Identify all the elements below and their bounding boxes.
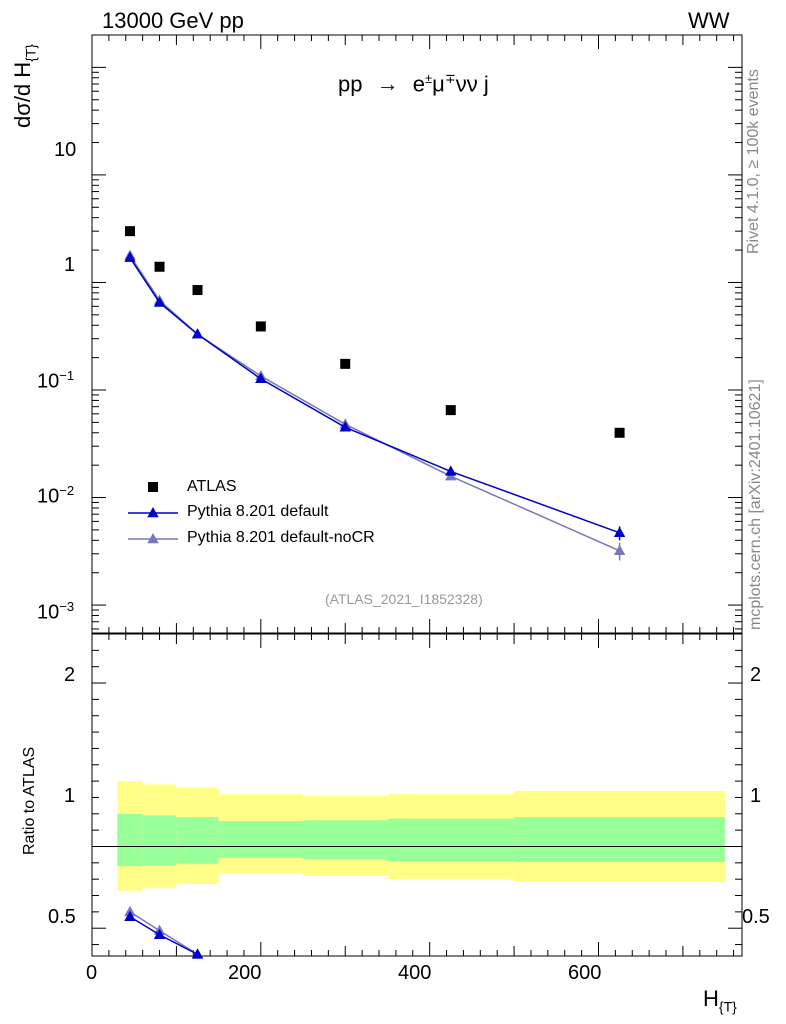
analysis-id: (ATLAS_2021_I1852328) xyxy=(325,591,483,607)
ratio-inner-band xyxy=(176,817,219,864)
ratio-ytick-label-right: 1 xyxy=(750,785,762,807)
process-electron-charge: ± xyxy=(424,71,433,86)
ratio-inner-band xyxy=(117,813,143,867)
legend-marker-default xyxy=(147,507,159,518)
x-axis-title-sub: {T} xyxy=(718,998,737,1015)
x-ticks xyxy=(91,35,735,956)
process-electron: e xyxy=(412,71,425,97)
legend-entry-default: Pythia 8.201 default xyxy=(187,503,329,520)
ratio-inner-band xyxy=(303,820,388,860)
process-label: pp → e±μ∓νν j xyxy=(338,72,489,95)
main-y-axis-title: dσ/d H{T} xyxy=(10,43,39,128)
main-ytick-label: 10−2 xyxy=(37,483,75,508)
ratio-ytick-label-right: 2 xyxy=(750,664,762,686)
main-series xyxy=(124,226,626,561)
main-point-default xyxy=(339,421,351,432)
legend-marker-nocr xyxy=(147,533,159,544)
ratio-inner-band xyxy=(514,817,726,863)
main-ytick-label: 1 xyxy=(64,254,76,276)
process-prefix: pp xyxy=(338,71,363,97)
ratio-point-default xyxy=(191,948,204,959)
mcplots-label: mcplots.cern.ch [arXiv:2401.10621] xyxy=(747,379,764,630)
ratio-ytick-label-left: 2 xyxy=(64,664,76,686)
main-point-atlas xyxy=(614,427,625,438)
main-ytick-label: 10 xyxy=(54,139,77,161)
main-y-ticks xyxy=(92,34,742,630)
legend-entry-nocr: Pythia 8.201 default-noCR xyxy=(187,529,375,546)
main-point-default xyxy=(191,328,204,339)
main-point-atlas xyxy=(154,261,165,272)
process-rest: νν j xyxy=(455,71,489,97)
ratio-ytick-label-right: 0.5 xyxy=(742,906,770,928)
main-panel-frame xyxy=(91,34,743,634)
ratio-ytick-label-left: 0.5 xyxy=(48,906,76,928)
ratio-line-default xyxy=(129,916,198,956)
main-point-default xyxy=(124,251,136,262)
legend-marker-atlas xyxy=(148,482,158,492)
main-point-nocr xyxy=(613,544,626,555)
legend-entry-atlas: ATLAS xyxy=(187,478,237,495)
x-axis-title-main: H xyxy=(703,986,719,1011)
main-point-atlas xyxy=(255,321,266,332)
xtick-label: 400 xyxy=(398,962,432,984)
main-point-atlas xyxy=(340,358,351,369)
rivet-version-label: Rivet 4.1.0, ≥ 100k events xyxy=(745,69,762,254)
xtick-label: 200 xyxy=(228,962,262,984)
main-y-axis-title-sub: {T} xyxy=(22,43,39,62)
main-point-default xyxy=(445,465,457,476)
main-point-default xyxy=(255,372,267,384)
ratio-inner-band xyxy=(142,815,177,866)
ratio-series xyxy=(124,905,204,959)
ratio-y-ticks xyxy=(92,649,742,946)
main-ytick-label: 10−1 xyxy=(37,368,75,393)
ratio-inner-band xyxy=(387,818,515,862)
legend-markers xyxy=(128,482,178,544)
xtick-label: 0 xyxy=(86,962,98,984)
main-ytick-label: 10−3 xyxy=(37,599,75,624)
main-point-default xyxy=(613,526,626,538)
main-point-atlas xyxy=(192,285,203,296)
main-point-atlas xyxy=(124,226,135,237)
xtick-label: 600 xyxy=(568,962,602,984)
main-point-atlas xyxy=(445,405,456,416)
header-energy-label: 13000 GeV pp xyxy=(102,8,244,33)
ratio-y-axis-title: Ratio to ATLAS xyxy=(21,746,38,855)
process-arrow: → xyxy=(376,71,399,97)
x-axis-title: H{T} xyxy=(703,986,737,1015)
ratio-ytick-label-left: 1 xyxy=(64,785,76,807)
ratio-uncertainty-bands xyxy=(117,781,726,891)
ratio-panel-frame xyxy=(91,633,743,957)
main-point-default xyxy=(153,296,166,307)
ratio-point-default xyxy=(124,910,136,921)
process-muon-charge: ∓ xyxy=(444,71,456,86)
ratio-point-default xyxy=(153,928,166,939)
header-process-tag: WW xyxy=(688,8,730,33)
ratio-inner-band xyxy=(218,821,304,858)
main-y-axis-title-main: dσ/d H xyxy=(10,61,35,128)
process-muon: μ xyxy=(432,71,445,97)
